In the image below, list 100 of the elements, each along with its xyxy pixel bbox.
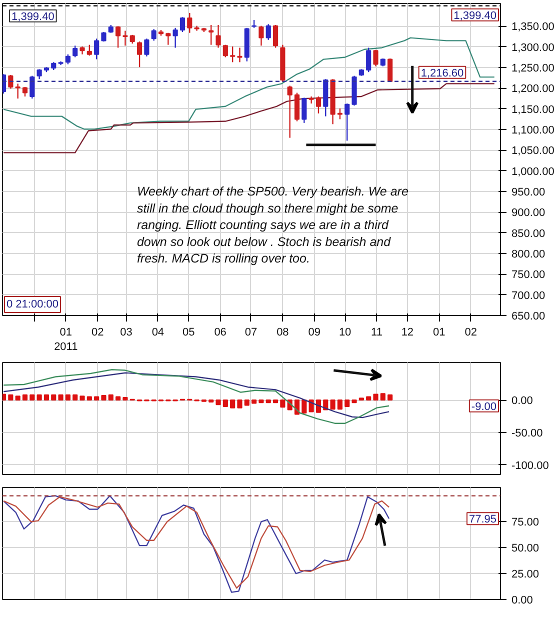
y-tick-label: 1,050.00 <box>512 145 554 158</box>
bar <box>65 394 70 401</box>
candlestick <box>187 12 192 34</box>
bar <box>337 400 342 410</box>
y-tick-label: 1,300.00 <box>512 42 554 54</box>
x-tick-label: 07 <box>244 326 258 338</box>
x-tick-label: 02 <box>91 326 104 338</box>
candlestick <box>86 44 92 56</box>
bar <box>252 400 257 404</box>
candlestick <box>388 58 393 83</box>
candlestick <box>266 24 271 40</box>
bar <box>302 400 307 414</box>
candlestick <box>230 46 236 63</box>
line-series <box>2 83 495 154</box>
bar <box>316 400 322 413</box>
y-tick-label: 1,000.00 <box>512 166 554 178</box>
bar <box>116 396 121 401</box>
y-tick-label: 800.00 <box>512 248 546 261</box>
candlestick <box>22 86 28 98</box>
x-tick-label: 09 <box>308 326 321 338</box>
bar <box>230 400 236 408</box>
y-tick-label: -100.00 <box>512 460 549 472</box>
x-tick-label: 10 <box>338 326 352 338</box>
x-tick-label: 02 <box>464 326 477 338</box>
candlestick <box>116 26 121 48</box>
candlestick <box>30 75 35 100</box>
bar <box>72 394 78 401</box>
candlestick <box>8 74 14 90</box>
bar <box>94 396 100 401</box>
annotation: 77.95 <box>468 514 497 526</box>
candlestick <box>94 38 100 60</box>
candlestick <box>101 31 106 42</box>
y-tick-label: 650.00 <box>512 310 546 322</box>
x-tick-label: 01 <box>433 326 446 338</box>
bar <box>2 394 6 401</box>
bar <box>15 396 20 401</box>
annotation: Weekly chart of the SP500. Very bearish. We are still in the cloud though so there might be some ranging. Elliott counting says we are in a third down so look out below . Stoch is bearish and fresh. MACD is rolling over too. <box>136 184 408 266</box>
y-tick-label: 75.00 <box>512 516 540 529</box>
y-tick-label: 0.00 <box>512 594 533 606</box>
bar <box>222 400 228 408</box>
bar <box>380 393 386 401</box>
annotation: 1,399.40 <box>12 10 54 23</box>
candlestick <box>136 40 142 68</box>
bar <box>22 394 28 401</box>
bar <box>388 394 393 401</box>
y-tick-label: 700.00 <box>512 290 546 302</box>
bar <box>80 396 85 401</box>
x-tick-label: 12 <box>401 326 414 338</box>
candlestick <box>316 96 322 114</box>
candlestick <box>337 108 342 120</box>
annotation: 0 21:00:00 <box>6 298 58 310</box>
candlestick <box>36 68 42 80</box>
bar <box>8 394 14 401</box>
candlestick <box>2 74 6 94</box>
candlestick <box>302 97 307 124</box>
bar <box>344 400 350 408</box>
candlestick <box>222 44 228 58</box>
candlestick <box>208 24 214 46</box>
candlestick <box>366 47 372 73</box>
candlestick <box>151 28 156 42</box>
line-series <box>2 372 390 418</box>
bar <box>272 400 278 404</box>
candlestick <box>15 83 20 100</box>
y-tick-label: 850.00 <box>512 228 546 240</box>
y-tick-label: 950.00 <box>512 186 546 199</box>
x-tick-label: 04 <box>152 326 164 338</box>
x-tick-label: 01 2011 <box>54 326 78 353</box>
candlestick <box>373 49 378 67</box>
candlestick <box>180 16 186 33</box>
candlestick <box>287 85 292 138</box>
y-tick-label: 0.00 <box>512 395 533 408</box>
bar <box>122 396 128 401</box>
y-tick-label: -50.00 <box>512 427 543 440</box>
x-tick-label: 06 <box>214 326 226 338</box>
candlestick <box>216 24 221 48</box>
bar <box>86 396 92 401</box>
candlestick <box>237 47 242 63</box>
y-tick-label: 1,350.00 <box>512 21 554 34</box>
candlestick <box>65 54 70 65</box>
line-series <box>2 37 495 130</box>
x-tick-label: 05 <box>182 326 195 338</box>
candlestick <box>122 30 128 46</box>
y-tick-label: 900.00 <box>512 207 546 220</box>
bar <box>36 394 42 401</box>
annotation: -9.00 <box>471 400 497 413</box>
bar <box>44 394 50 401</box>
y-tick-label: 1,100.00 <box>512 124 554 137</box>
bar <box>266 400 271 404</box>
candlestick <box>72 45 78 58</box>
bar <box>30 394 35 401</box>
ref-line-label: 1,399.40 <box>454 10 497 22</box>
bar <box>216 400 221 406</box>
bar <box>244 400 250 406</box>
bar <box>237 400 242 408</box>
bar <box>352 400 357 404</box>
y-tick-label: 750.00 <box>512 269 546 282</box>
bar <box>280 400 286 408</box>
candlestick <box>344 102 350 142</box>
y-tick-label: 1,200.00 <box>512 83 554 96</box>
bar <box>58 394 64 401</box>
